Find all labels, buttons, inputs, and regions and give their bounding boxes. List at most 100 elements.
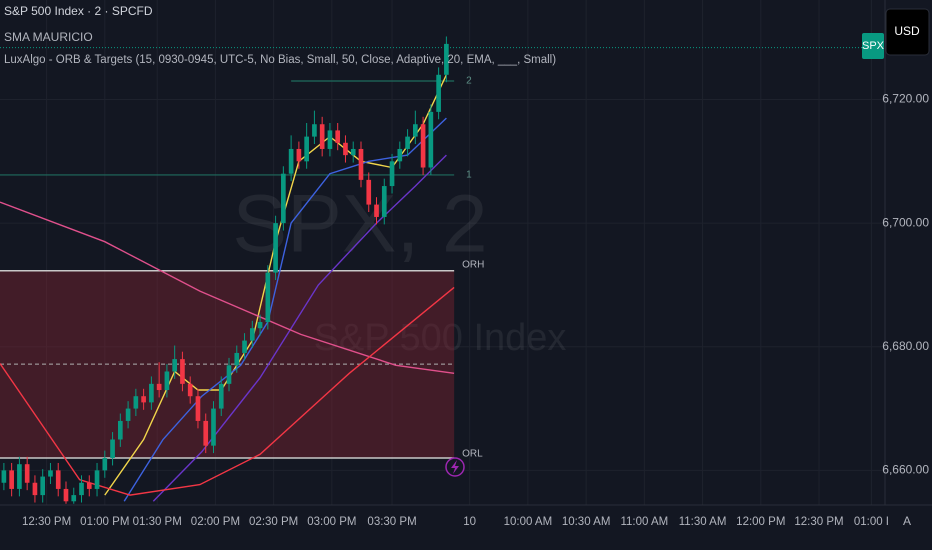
y-tick-label: 6,660.00: [882, 463, 929, 477]
candle-body: [164, 371, 170, 391]
target-label: 1: [466, 170, 472, 181]
candle-body: [374, 204, 379, 217]
candle-body: [296, 148, 302, 162]
candle-body: [420, 124, 426, 168]
y-tick-label: 6,720.00: [882, 92, 929, 106]
axes: 6,660.00 6,680.00 6,700.00 6,720.00 12:30 PM…: [22, 92, 929, 528]
candle-body: [203, 420, 209, 446]
y-tick-label: 6,700.00: [882, 215, 929, 229]
x-tick-label: 10:00 AM: [504, 516, 553, 528]
indicator-line: [123, 117, 447, 502]
candle-body: [125, 408, 131, 421]
candle-body: [405, 136, 410, 149]
candle-body: [156, 383, 162, 391]
candle-body: [9, 470, 14, 489]
candle-body: [343, 142, 348, 156]
indicator-line: [152, 154, 447, 502]
candle-body: [304, 136, 309, 162]
candle-body: [319, 124, 325, 149]
candle-body: [55, 470, 61, 489]
candle-body: [32, 482, 38, 496]
x-tick-label: 12:00 PM: [736, 516, 785, 528]
candle-body: [79, 482, 84, 496]
x-tick-label: 03:30 PM: [367, 516, 416, 528]
candle-body: [187, 383, 193, 397]
candle-body: [94, 470, 100, 489]
candle-body: [312, 124, 317, 137]
candle-body: [273, 223, 278, 273]
x-tick-label: 02:30 PM: [249, 516, 298, 528]
candle-body: [24, 464, 30, 483]
candle-body: [195, 396, 201, 421]
candle-body: [234, 352, 240, 366]
candle-body: [444, 43, 449, 75]
candle-body: [86, 482, 92, 489]
indicator-legend: SMA MAURICIO: [4, 30, 93, 44]
candle-body: [218, 383, 224, 409]
candle-body: [172, 359, 177, 372]
plot: [0, 36, 885, 504]
x-tick-label: 10: [463, 516, 476, 528]
candle-body: [149, 383, 154, 403]
candle-body: [102, 458, 108, 471]
candle-body: [428, 111, 434, 168]
x-tick-label: 10:30 AM: [562, 516, 611, 528]
symbol-tag: [862, 33, 884, 59]
currency-text[interactable]: USD: [894, 24, 920, 38]
candle-body: [436, 74, 441, 112]
candle-body: [265, 272, 271, 323]
candle-body: [48, 470, 53, 477]
orb-label: ORL: [462, 449, 483, 460]
candle-body: [335, 130, 341, 143]
candle-body: [118, 420, 123, 440]
candle-body: [350, 148, 356, 156]
candle-body: [63, 488, 69, 502]
candle-body: [110, 439, 115, 459]
indicator-line: [0, 201, 455, 374]
candle-body: [226, 365, 232, 384]
x-tick-label: 01:30 PM: [133, 516, 182, 528]
candle-body: [40, 476, 46, 496]
candle-body: [249, 328, 255, 341]
x-tick-label: 12:30 PM: [22, 516, 71, 528]
candle-body: [180, 359, 185, 384]
watermark: SPX, 2: [232, 179, 487, 270]
y-tick-label: 6,680.00: [882, 339, 929, 353]
candle-body: [1, 470, 7, 483]
candle-body: [389, 161, 395, 187]
x-tick-label: 03:00 PM: [307, 516, 356, 528]
x-tick-label: 11:30 AM: [679, 516, 727, 528]
candle-body: [71, 495, 77, 502]
x-tick-label: 12:30 PM: [794, 516, 843, 528]
chart-title: S&P 500 Index · 2 · SPCFD: [4, 4, 153, 18]
symbol-tag-text: SPX: [862, 40, 885, 52]
candle-body: [381, 186, 387, 217]
x-tick-label: 02:00 PM: [191, 516, 240, 528]
indicator-legend: LuxAlgo - ORB & Targets (15, 0930-0945, …: [4, 54, 556, 66]
candle-body: [327, 130, 333, 149]
candle-body: [413, 124, 418, 137]
currency-button[interactable]: [885, 8, 930, 56]
indicator-line: [0, 286, 455, 496]
candle-body: [211, 408, 216, 446]
candle-body: [17, 464, 22, 489]
candle-body: [281, 173, 286, 224]
orb-label: ORH: [462, 259, 484, 270]
x-tick-label: 01:00 I: [854, 516, 889, 528]
auto-scale-button[interactable]: A: [903, 514, 911, 528]
candle-body: [242, 340, 247, 353]
x-tick-label: 11:00 AM: [620, 516, 668, 528]
candle-body: [141, 396, 146, 403]
candle-body: [397, 148, 403, 162]
candle-body: [358, 148, 364, 180]
candle-body: [133, 396, 139, 409]
target-label: 2: [466, 76, 472, 87]
candle-body: [257, 322, 263, 329]
candle-body: [366, 179, 372, 205]
event-icon-bolt: [451, 460, 459, 474]
grid: [0, 0, 885, 505]
x-tick-label: 01:00 PM: [80, 516, 129, 528]
candle-body: [288, 148, 294, 174]
